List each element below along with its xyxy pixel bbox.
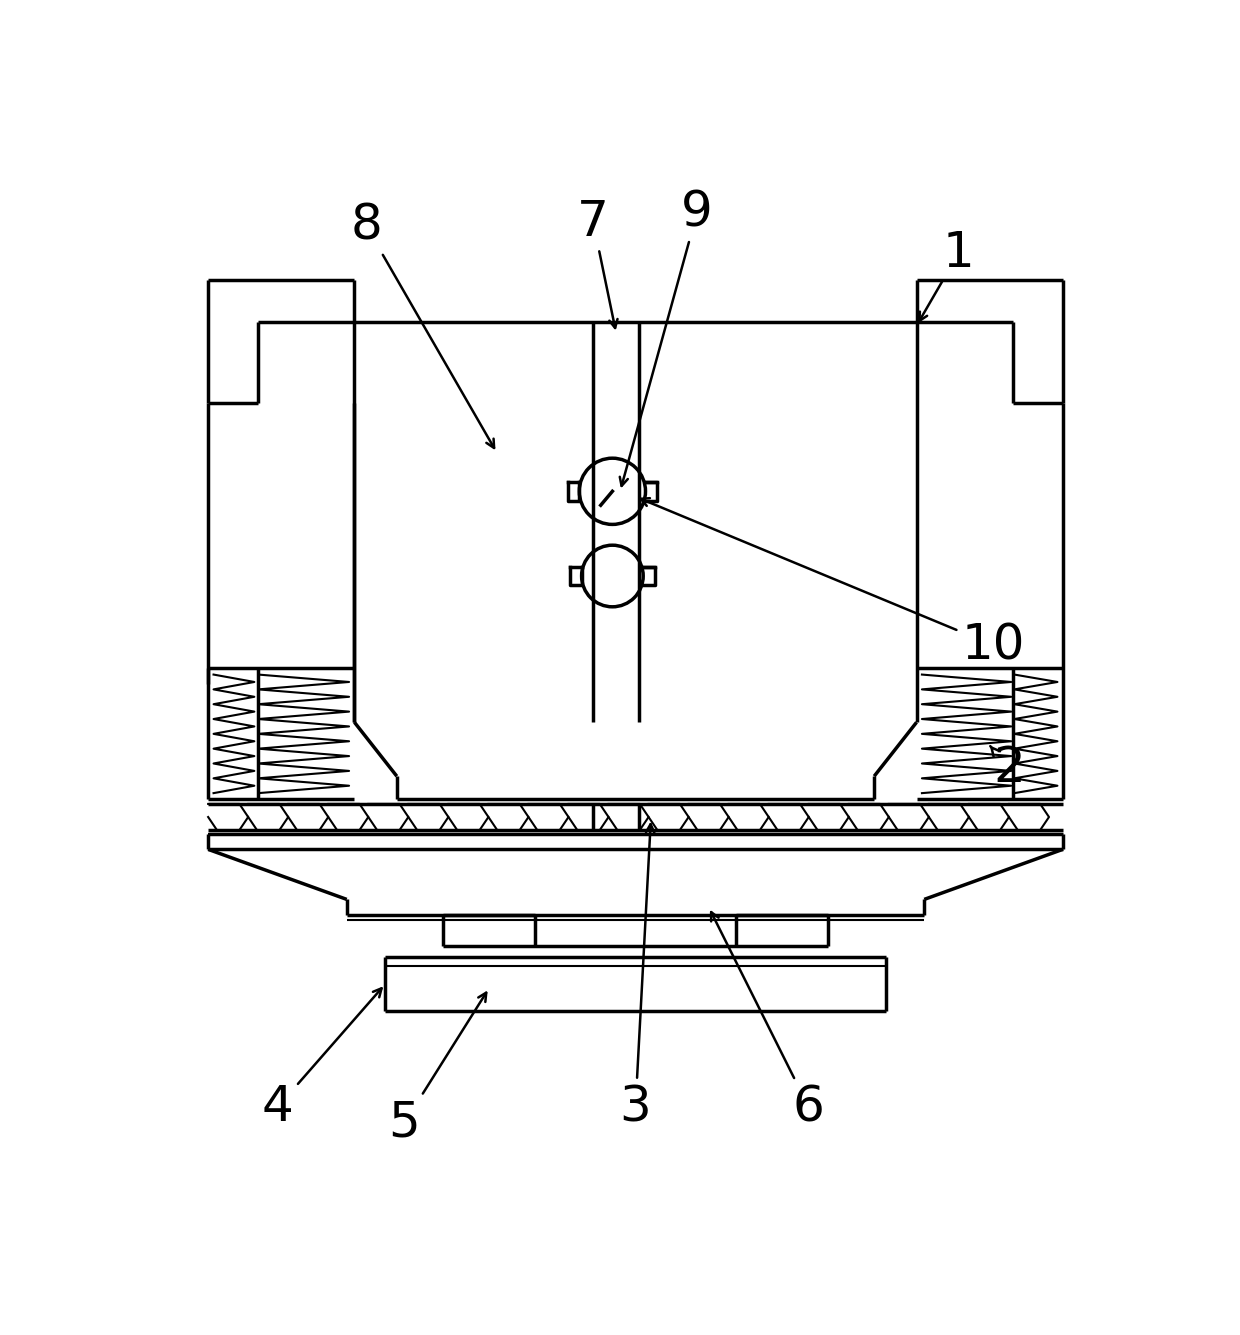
Text: 3: 3 <box>620 824 655 1131</box>
Text: 5: 5 <box>388 993 486 1147</box>
Text: 1: 1 <box>919 228 975 320</box>
Text: 8: 8 <box>350 202 494 449</box>
Text: 2: 2 <box>991 745 1024 793</box>
Text: 9: 9 <box>620 188 713 486</box>
Text: 4: 4 <box>262 988 382 1131</box>
Text: 7: 7 <box>577 198 618 328</box>
Text: 6: 6 <box>712 912 825 1131</box>
Text: 10: 10 <box>641 498 1025 669</box>
